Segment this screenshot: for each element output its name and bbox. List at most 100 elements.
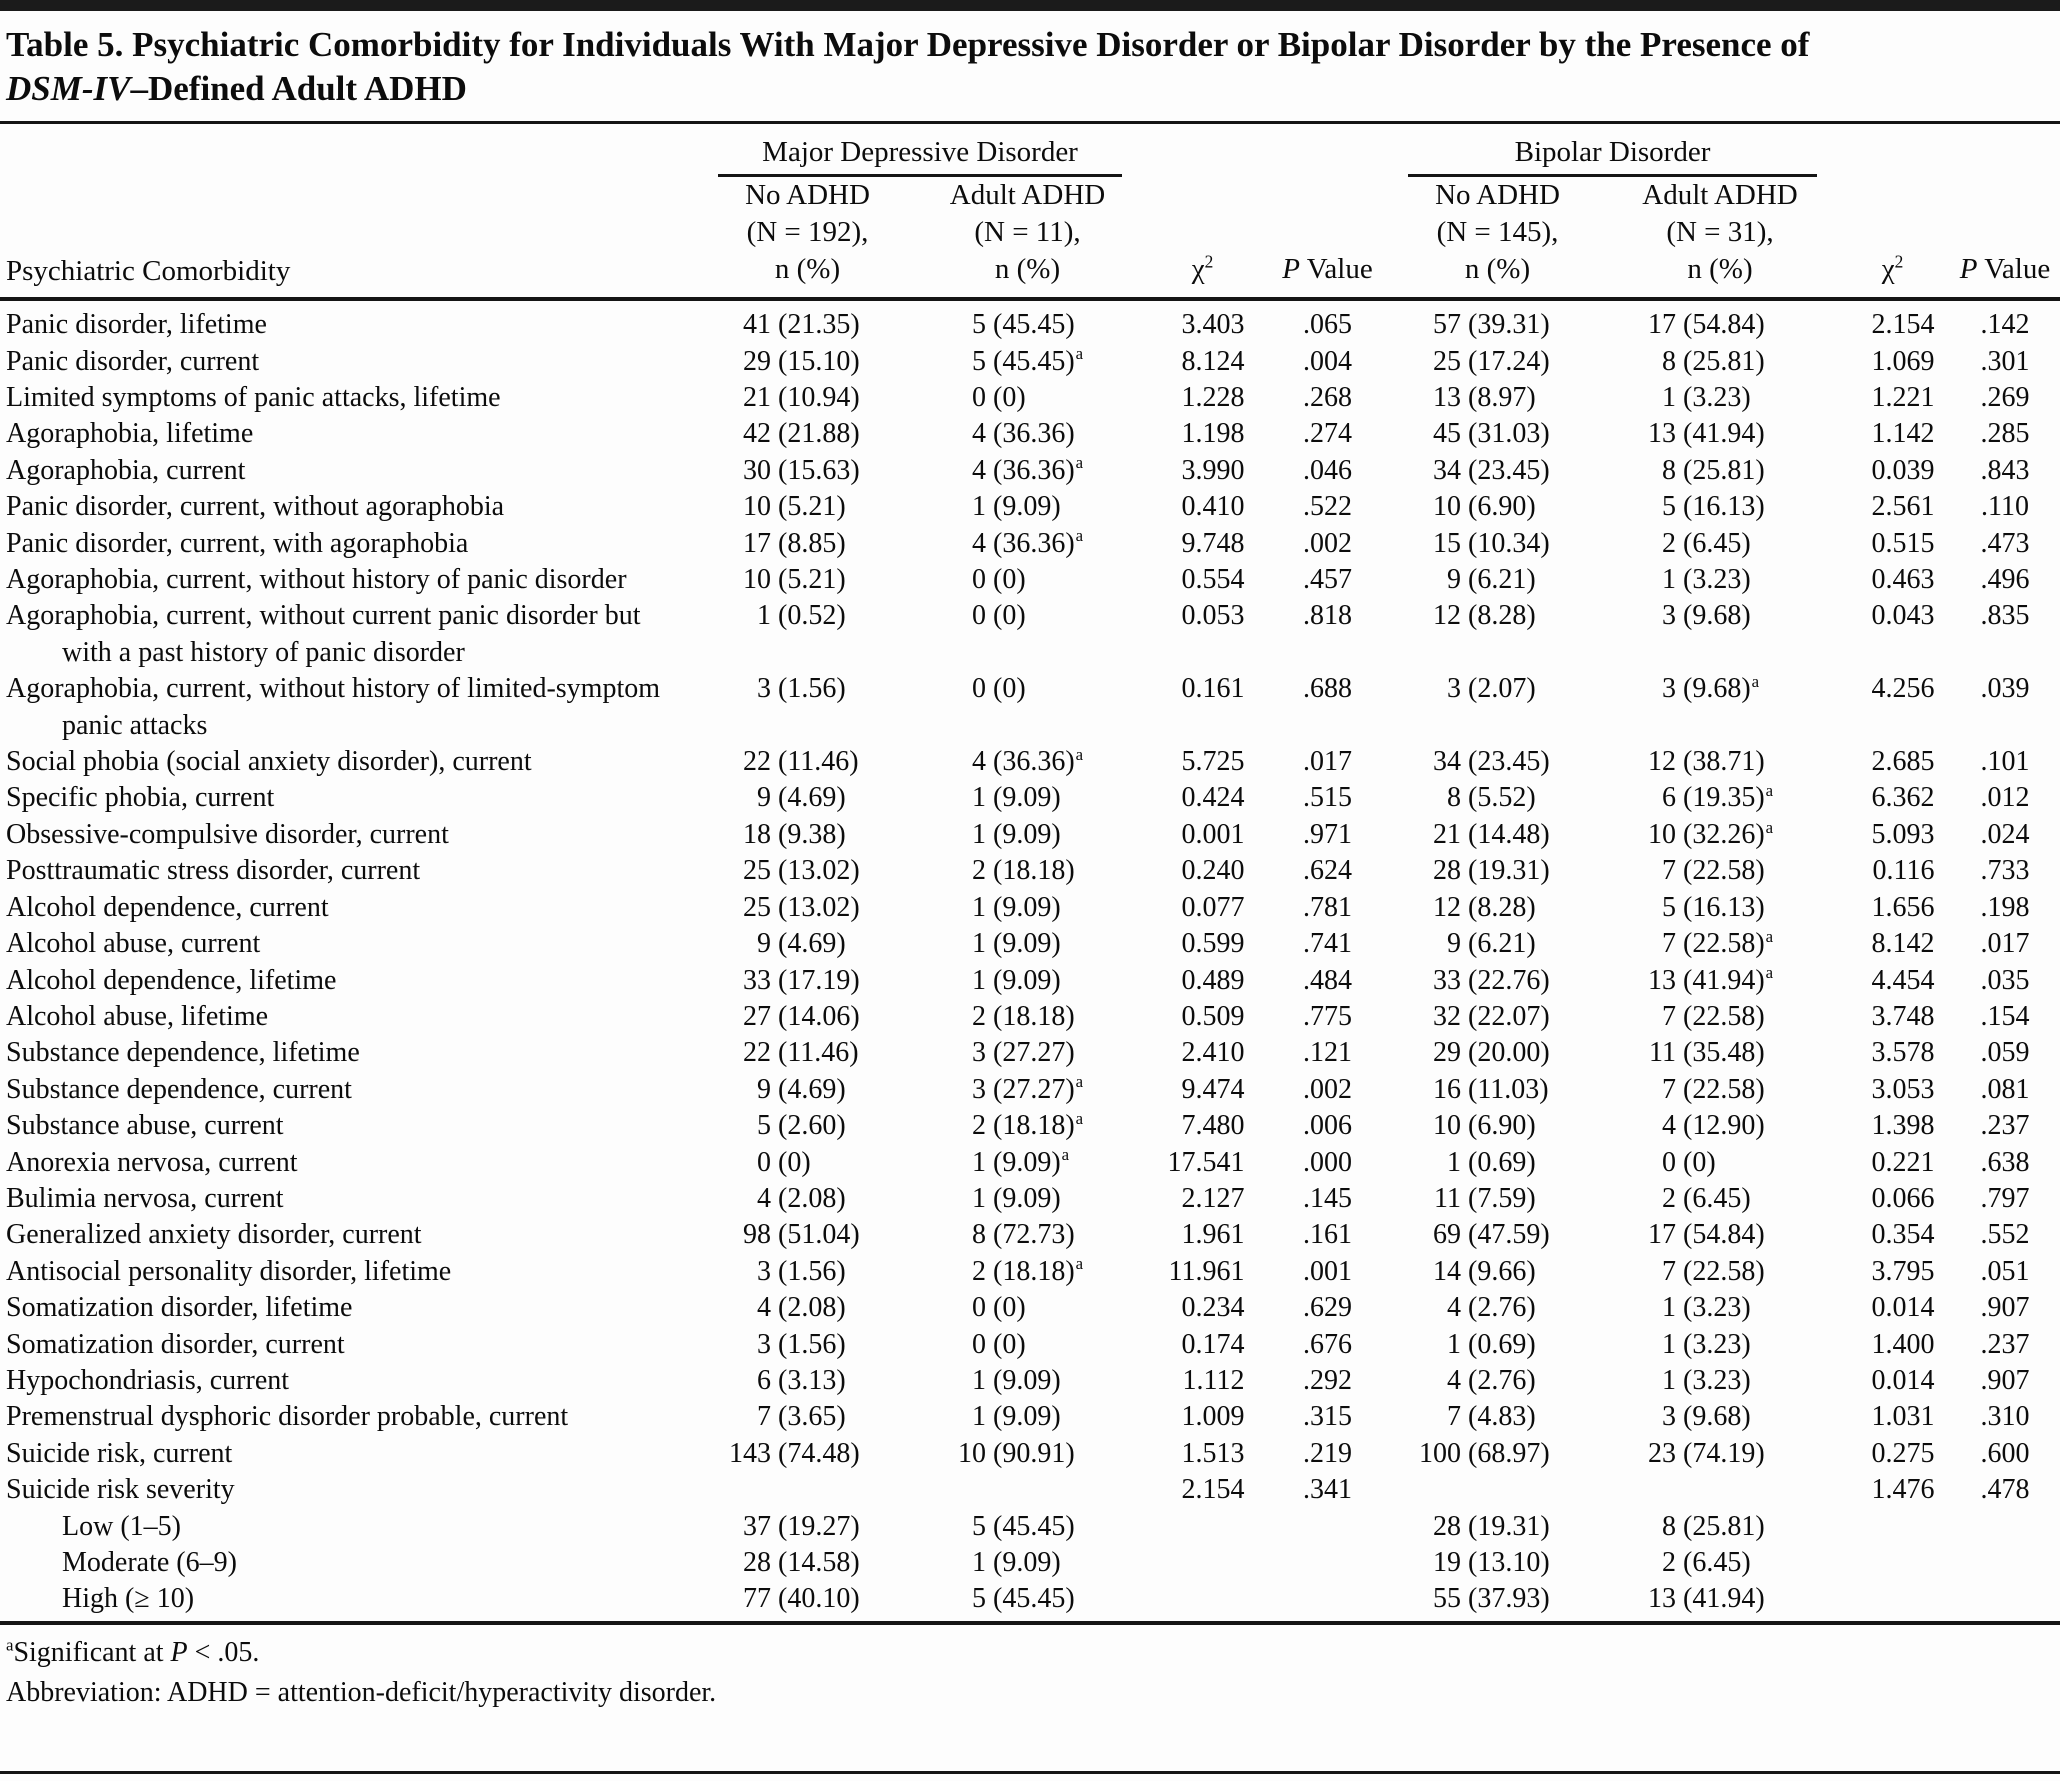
cell-chi-square-bd: 5.093 bbox=[1835, 817, 1950, 853]
cell-value: .629 bbox=[1303, 1292, 1352, 1324]
cell-value: .301 bbox=[1980, 345, 2030, 377]
table-row: Low (1–5) 37 (19.27) 5 (45.45) 28 (19.31) 8 (25.… bbox=[0, 1509, 2060, 1545]
cell-chi-square-bd: 1.398 bbox=[1835, 1108, 1950, 1144]
cell-p-value-mdd: .688 bbox=[1265, 671, 1390, 744]
cell-p-value-bd: .907 bbox=[1950, 1363, 2060, 1399]
table-row: Generalized anxiety disorder, current 98(… bbox=[0, 1217, 2060, 1253]
cell-p-value-bd bbox=[1950, 1509, 2060, 1545]
cell-no-adhd-mdd-n-pct: 30 (15.63) bbox=[743, 454, 860, 486]
cell-p-value-bd: .301 bbox=[1950, 344, 2060, 380]
cell-adult-adhd-bd-n-pct: 8 (25.81) bbox=[1662, 345, 1765, 377]
group-header-row: Major Depressive Disorder Bipolar Disord… bbox=[0, 124, 2060, 178]
cell-adult-adhd-bd-n-pct: 7 (22.58)a bbox=[1662, 926, 1774, 960]
row-label: Agoraphobia, lifetime bbox=[6, 418, 254, 450]
cell-no-adhd-mdd-n-pct: 4 (2.08) bbox=[757, 1292, 846, 1324]
row-label: Somatization disorder, lifetime bbox=[6, 1292, 353, 1324]
row-label: Low (1–5) bbox=[62, 1510, 181, 1542]
cell-chi-square-mdd bbox=[1140, 1509, 1265, 1545]
cell-value: .341 bbox=[1303, 1474, 1352, 1506]
cell-no-adhd-mdd-n-pct: 7 (3.65) bbox=[757, 1401, 846, 1433]
cell-adult-adhd-bd-n-pct: 2 (6.45) bbox=[1662, 527, 1751, 559]
cell-adult-adhd-mdd-n-pct: 10 (90.91) bbox=[958, 1437, 1075, 1469]
cell-adult-adhd-mdd-n-pct: 3 (27.27) bbox=[972, 1037, 1075, 1069]
table-row: Alcohol abuse, current 9 (4.69) 1 (9.09) 0.59… bbox=[0, 926, 2060, 962]
table-row: Agoraphobia, current 30 (15.63) 4 (36.36)a 3.… bbox=[0, 453, 2060, 489]
row-label: Alcohol abuse, current bbox=[6, 928, 261, 960]
cell-p-value-mdd: .292 bbox=[1265, 1363, 1390, 1399]
cell-adult-adhd-bd-n-pct: 4 (12.90) bbox=[1662, 1110, 1765, 1142]
cell-chi-square-bd: 2.561 bbox=[1835, 489, 1950, 525]
table-row: Somatization disorder, lifetime 4 (2.08) 0(… bbox=[0, 1290, 2060, 1326]
cell-chi-square-mdd bbox=[1140, 1545, 1265, 1581]
cell-chi-square-bd: 0.043 bbox=[1835, 598, 1950, 671]
cell-no-adhd-mdd-n-pct: 18 (9.38) bbox=[743, 818, 846, 850]
cell-no-adhd-mdd-n-pct: 41 (21.35) bbox=[743, 309, 860, 341]
top-rule-bar bbox=[0, 0, 2060, 11]
cell-value: .310 bbox=[1980, 1401, 2030, 1433]
cell-chi-square-bd: 0.515 bbox=[1835, 526, 1950, 562]
cell-value: 0.014 bbox=[1871, 1364, 1935, 1396]
row-label: Bulimia nervosa, current bbox=[6, 1182, 284, 1214]
cell-adult-adhd-bd-n-pct: 7 (22.58) bbox=[1662, 1073, 1765, 1105]
cell-p-value-bd: .843 bbox=[1950, 453, 2060, 489]
cell-no-adhd-mdd-n-pct: 29 (15.10) bbox=[743, 345, 860, 377]
cell-value: .515 bbox=[1303, 782, 1352, 814]
cell-value: .000 bbox=[1303, 1146, 1352, 1178]
cell-p-value-bd: .142 bbox=[1950, 299, 2060, 343]
cell-p-value-bd: .552 bbox=[1950, 1217, 2060, 1253]
cell-value: 1.069 bbox=[1871, 345, 1935, 377]
cell-value: .496 bbox=[1980, 564, 2030, 596]
cell-no-adhd-mdd-n-pct: 3 (1.56) bbox=[757, 1328, 846, 1360]
cell-no-adhd-mdd-n-pct: 22 (11.46) bbox=[743, 1037, 859, 1069]
cell-no-adhd-bd-n-pct: 7 (4.83) bbox=[1447, 1401, 1536, 1433]
cell-value: 0.354 bbox=[1871, 1219, 1935, 1251]
cell-chi-square-bd: 3.795 bbox=[1835, 1254, 1950, 1290]
footnote-abbreviation: Abbreviation: ADHD = attention-deficit/h… bbox=[6, 1676, 717, 1708]
table-row: Panic disorder, lifetime 41 (21.35) 5 (45.45… bbox=[0, 299, 2060, 343]
cell-p-value-bd: .039 bbox=[1950, 671, 2060, 744]
cell-no-adhd-mdd-n-pct: 3 (1.56) bbox=[757, 673, 846, 705]
cell-p-value-bd: .797 bbox=[1950, 1181, 2060, 1217]
row-label: Generalized anxiety disorder, current bbox=[6, 1219, 422, 1251]
cell-adult-adhd-bd-n-pct: 1 (3.23) bbox=[1662, 564, 1751, 596]
row-label-cell: Alcohol dependence, lifetime bbox=[0, 963, 700, 999]
cell-chi-square-bd bbox=[1835, 1509, 1950, 1545]
cell-adult-adhd-mdd-n-pct: 0 (0) bbox=[972, 1328, 1026, 1360]
cell-value: 0.554 bbox=[1181, 564, 1245, 596]
cell-value: .161 bbox=[1303, 1219, 1352, 1251]
cell-p-value-bd: .237 bbox=[1950, 1327, 2060, 1363]
cell-chi-square-bd: 3.053 bbox=[1835, 1072, 1950, 1108]
cell-no-adhd-bd-n-pct: 34 (23.45) bbox=[1433, 454, 1550, 486]
cell-value: 1.198 bbox=[1181, 418, 1245, 450]
cell-value: 9.748 bbox=[1181, 527, 1245, 559]
cell-p-value-bd: .059 bbox=[1950, 1035, 2060, 1071]
cell-value: .638 bbox=[1980, 1146, 2030, 1178]
cell-value: 0.077 bbox=[1181, 891, 1245, 923]
table-row: Social phobia (social anxiety disorder),… bbox=[0, 744, 2060, 780]
table-row: Specific phobia, current 9 (4.69) 1 (9.09) 0.… bbox=[0, 780, 2060, 816]
row-label: Suicide risk, current bbox=[6, 1437, 233, 1469]
cell-value: .024 bbox=[1980, 818, 2030, 850]
cell-chi-square-mdd: 1.513 bbox=[1140, 1436, 1265, 1472]
table-row: Agoraphobia, current, without current pa… bbox=[0, 598, 2060, 671]
cell-value: 1.142 bbox=[1871, 418, 1935, 450]
cell-p-value-bd: .101 bbox=[1950, 744, 2060, 780]
row-label: Panic disorder, lifetime bbox=[6, 309, 267, 341]
cell-adult-adhd-mdd-n-pct: 5 (45.45) bbox=[972, 309, 1075, 341]
cell-value: .039 bbox=[1980, 673, 2030, 705]
row-label-cell: Antisocial personality disorder, lifetim… bbox=[0, 1254, 700, 1290]
cell-no-adhd-bd-n-pct: 57 (39.31) bbox=[1433, 309, 1550, 341]
cell-adult-adhd-bd-n-pct: 3 (9.68) bbox=[1662, 600, 1751, 632]
cell-adult-adhd-bd-n-pct: 7 (22.58) bbox=[1662, 855, 1765, 887]
cell-no-adhd-bd-n-pct: 14 (9.66) bbox=[1433, 1255, 1536, 1287]
row-label-cell: High (≥ 10) bbox=[0, 1581, 700, 1617]
table-row: Obsessive-compulsive disorder, current 18… bbox=[0, 817, 2060, 853]
cell-no-adhd-bd-n-pct: 33 (22.76) bbox=[1433, 964, 1550, 996]
cell-adult-adhd-mdd-n-pct: 5 (45.45)a bbox=[972, 344, 1084, 377]
cell-chi-square-mdd: 8.124 bbox=[1140, 344, 1265, 380]
cell-no-adhd-mdd-n-pct: 3 (1.56) bbox=[757, 1255, 846, 1287]
cell-no-adhd-bd-n-pct: 45 (31.03) bbox=[1433, 418, 1550, 450]
cell-adult-adhd-mdd-n-pct: 2 (18.18) bbox=[972, 1000, 1075, 1032]
cell-adult-adhd-mdd-n-pct: 0 (0) bbox=[972, 1292, 1026, 1324]
row-label: Premenstrual dysphoric disorder probable… bbox=[6, 1401, 569, 1433]
